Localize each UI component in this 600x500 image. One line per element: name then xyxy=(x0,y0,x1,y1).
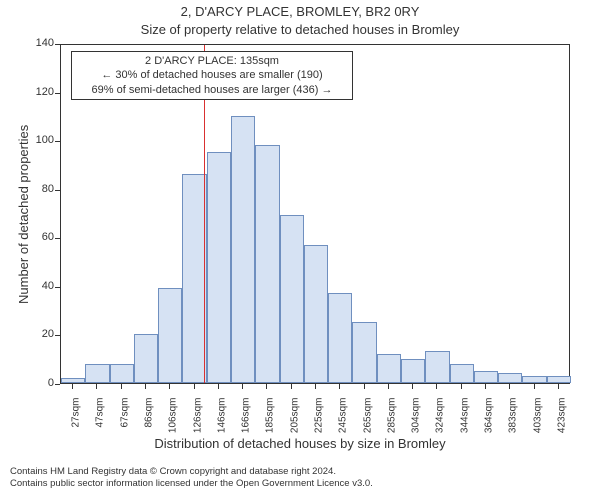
credits-line-1: Contains HM Land Registry data © Crown c… xyxy=(10,466,373,478)
histogram-bar xyxy=(547,376,571,383)
histogram-bar xyxy=(474,371,498,383)
x-tick-label: 245sqm xyxy=(338,398,349,442)
histogram-bar xyxy=(304,245,328,383)
x-tick-label: 146sqm xyxy=(216,398,227,442)
chart-subtitle: Size of property relative to detached ho… xyxy=(0,22,600,37)
y-tick-label: 120 xyxy=(26,86,54,98)
x-tick-label: 304sqm xyxy=(411,398,422,442)
histogram-bar xyxy=(158,288,182,383)
histogram-bar xyxy=(377,354,401,383)
histogram-bar xyxy=(498,373,522,383)
y-tick-label: 60 xyxy=(26,231,54,243)
x-tick-label: 285sqm xyxy=(386,398,397,442)
x-tick-mark xyxy=(364,384,365,389)
histogram-bar xyxy=(85,364,109,383)
x-tick-label: 423sqm xyxy=(556,398,567,442)
x-tick-label: 47sqm xyxy=(95,398,106,442)
y-tick-mark xyxy=(55,93,60,94)
x-tick-mark xyxy=(412,384,413,389)
chart-container: { "chart": { "type": "histogram", "title… xyxy=(0,0,600,500)
y-tick-mark xyxy=(55,335,60,336)
x-tick-label: 185sqm xyxy=(265,398,276,442)
x-tick-mark xyxy=(436,384,437,389)
histogram-bar xyxy=(134,334,158,383)
x-tick-mark xyxy=(169,384,170,389)
chart-title: 2, D'ARCY PLACE, BROMLEY, BR2 0RY xyxy=(0,4,600,19)
x-tick-label: 166sqm xyxy=(241,398,252,442)
y-tick-label: 0 xyxy=(26,377,54,389)
x-tick-label: 86sqm xyxy=(144,398,155,442)
x-tick-mark xyxy=(194,384,195,389)
histogram-bar xyxy=(207,152,231,383)
annotation-line-2: ← 30% of detached houses are smaller (19… xyxy=(78,68,346,82)
x-tick-mark xyxy=(121,384,122,389)
annotation-box: 2 D'ARCY PLACE: 135sqm ← 30% of detached… xyxy=(71,51,353,100)
x-tick-label: 27sqm xyxy=(71,398,82,442)
histogram-bar xyxy=(328,293,352,383)
x-tick-mark xyxy=(218,384,219,389)
x-tick-mark xyxy=(509,384,510,389)
x-tick-label: 225sqm xyxy=(314,398,325,442)
x-tick-mark xyxy=(72,384,73,389)
x-tick-mark xyxy=(291,384,292,389)
annotation-line-3: 69% of semi-detached houses are larger (… xyxy=(78,83,346,97)
x-tick-label: 324sqm xyxy=(435,398,446,442)
histogram-bar xyxy=(231,116,255,383)
x-tick-mark xyxy=(485,384,486,389)
y-tick-label: 100 xyxy=(26,134,54,146)
y-tick-label: 140 xyxy=(26,37,54,49)
x-tick-mark xyxy=(315,384,316,389)
histogram-bar xyxy=(61,378,85,383)
x-tick-mark xyxy=(266,384,267,389)
x-tick-label: 403sqm xyxy=(532,398,543,442)
y-tick-mark xyxy=(55,384,60,385)
x-tick-mark xyxy=(461,384,462,389)
x-tick-label: 126sqm xyxy=(192,398,203,442)
y-tick-mark xyxy=(55,141,60,142)
histogram-bar xyxy=(280,215,304,383)
histogram-bar xyxy=(110,364,134,383)
histogram-bar xyxy=(401,359,425,383)
x-axis-label: Distribution of detached houses by size … xyxy=(0,436,600,451)
x-tick-label: 344sqm xyxy=(459,398,470,442)
histogram-bar xyxy=(425,351,449,383)
y-tick-mark xyxy=(55,190,60,191)
x-tick-mark xyxy=(388,384,389,389)
x-tick-label: 67sqm xyxy=(119,398,130,442)
x-tick-label: 364sqm xyxy=(484,398,495,442)
credits-text: Contains HM Land Registry data © Crown c… xyxy=(10,466,373,491)
y-tick-label: 20 xyxy=(26,328,54,340)
x-tick-mark xyxy=(145,384,146,389)
y-tick-label: 40 xyxy=(26,280,54,292)
y-tick-mark xyxy=(55,44,60,45)
y-tick-mark xyxy=(55,287,60,288)
credits-line-2: Contains public sector information licen… xyxy=(10,478,373,490)
histogram-bar xyxy=(255,145,279,383)
y-tick-mark xyxy=(55,238,60,239)
x-tick-label: 265sqm xyxy=(362,398,373,442)
histogram-bar xyxy=(352,322,376,383)
histogram-bar xyxy=(450,364,474,383)
x-tick-mark xyxy=(339,384,340,389)
x-tick-mark xyxy=(534,384,535,389)
x-tick-label: 106sqm xyxy=(168,398,179,442)
x-tick-mark xyxy=(558,384,559,389)
plot-area: 2 D'ARCY PLACE: 135sqm ← 30% of detached… xyxy=(60,44,570,384)
y-tick-label: 80 xyxy=(26,183,54,195)
y-axis-label: Number of detached properties xyxy=(16,125,31,304)
histogram-bar xyxy=(522,376,546,383)
annotation-line-1: 2 D'ARCY PLACE: 135sqm xyxy=(78,54,346,68)
x-tick-label: 205sqm xyxy=(289,398,300,442)
x-tick-label: 383sqm xyxy=(508,398,519,442)
x-tick-mark xyxy=(96,384,97,389)
x-tick-mark xyxy=(242,384,243,389)
